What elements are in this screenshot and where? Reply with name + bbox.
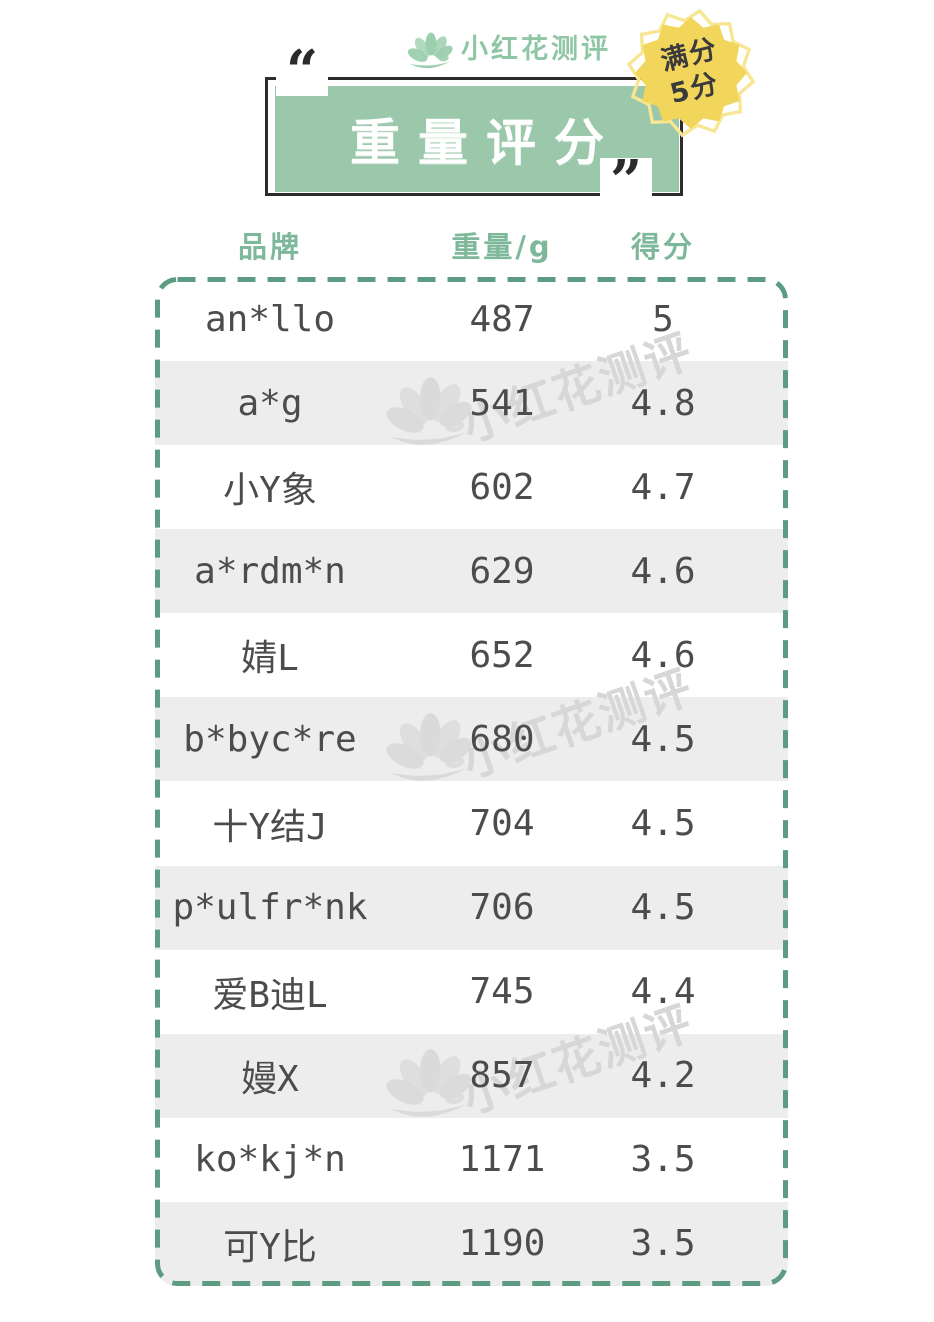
brand-name: 小红花测评 <box>461 34 611 65</box>
score-cell: 4.6 <box>630 634 696 676</box>
brand-logo: 小红花测评 <box>406 22 611 72</box>
table-row: 可Y比 1190 3.5 <box>155 1201 788 1286</box>
title-box: 重量评分 <box>265 77 683 196</box>
weight-cell: 629 <box>469 550 535 592</box>
weight-cell: 680 <box>469 718 535 760</box>
brand-cell: 小Y象 <box>223 470 317 512</box>
weight-cell: 1171 <box>458 1139 546 1181</box>
brand-cell: b*byc*re <box>183 718 357 760</box>
weight-cell: 1190 <box>458 1223 546 1265</box>
weight-cell: 706 <box>469 887 535 929</box>
brand-cell: an*llo <box>204 298 336 340</box>
weight-cell: 652 <box>469 634 535 676</box>
brand-cell: a*g <box>237 382 303 424</box>
weight-cell: 541 <box>469 382 535 424</box>
score-cell: 4.5 <box>630 887 696 929</box>
score-table: 小红花测评 小红花测评 小红花测评 an*llo 487 5 a*g 541 4.8 小Y象… <box>155 277 788 1286</box>
page-title: 重量评分 <box>350 114 622 172</box>
title-background: 重量评分 <box>275 86 679 192</box>
table-row: 婧L 652 4.6 <box>155 613 788 697</box>
weight-cell: 704 <box>469 803 535 844</box>
score-cell: 3.5 <box>630 1223 696 1265</box>
col-header-brand: 品牌 <box>237 230 302 264</box>
full-score-badge: 满分 5分 <box>621 3 761 143</box>
brand-cell: a*rdm*n <box>194 550 346 592</box>
score-cell: 4.8 <box>630 382 696 424</box>
weight-cell: 487 <box>469 298 535 340</box>
table-row: a*rdm*n 629 4.6 <box>155 529 788 614</box>
col-header-score: 得分 <box>630 230 695 264</box>
weight-cell: 745 <box>469 971 535 1013</box>
brand-cell: p*ulfr*nk <box>172 887 368 929</box>
table-row: an*llo 487 5 <box>155 277 788 361</box>
score-cell: 4.4 <box>630 971 696 1013</box>
column-headers: 品牌 重量/g 得分 <box>155 224 788 266</box>
open-quote-icon: “ <box>276 43 329 99</box>
brand-cell: 嫚X <box>241 1058 299 1100</box>
brand-cell: ko*kj*n <box>194 1139 346 1181</box>
brand-cell: 十Y结J <box>212 806 328 848</box>
score-cell: 4.5 <box>630 718 696 760</box>
flower-icon <box>406 22 456 72</box>
table-row: 爱B迪L 745 4.4 <box>155 950 788 1034</box>
score-cell: 4.5 <box>630 803 696 844</box>
table-row: p*ulfr*nk 706 4.5 <box>155 865 788 950</box>
score-cell: 5 <box>652 298 674 340</box>
score-cell: 3.5 <box>630 1139 696 1181</box>
score-cell: 4.7 <box>630 466 696 508</box>
score-cell: 4.2 <box>630 1055 696 1097</box>
starburst-icon <box>626 8 756 138</box>
brand-cell: 可Y比 <box>223 1226 317 1268</box>
col-header-weight: 重量/g <box>451 230 553 264</box>
weight-cell: 857 <box>469 1055 535 1097</box>
weight-cell: 602 <box>469 466 535 508</box>
brand-cell: 婧L <box>241 638 299 680</box>
brand-cell: 爱B迪L <box>212 974 328 1016</box>
close-quote-icon: ” <box>600 153 653 209</box>
score-cell: 4.6 <box>630 550 696 592</box>
